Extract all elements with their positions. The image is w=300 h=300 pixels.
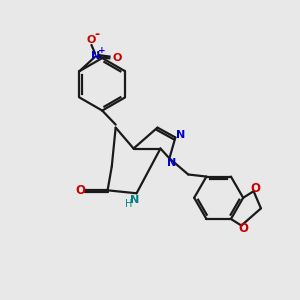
Text: O: O [251, 182, 261, 195]
Text: H: H [125, 199, 133, 209]
Text: +: + [98, 46, 105, 55]
Text: O: O [87, 34, 96, 44]
Text: N: N [167, 158, 176, 168]
Text: O: O [112, 53, 122, 63]
Text: O: O [75, 184, 85, 197]
Text: N: N [130, 195, 140, 205]
Text: N: N [91, 51, 100, 61]
Text: N: N [176, 130, 185, 140]
Text: O: O [238, 222, 248, 235]
Text: -: - [95, 28, 100, 41]
